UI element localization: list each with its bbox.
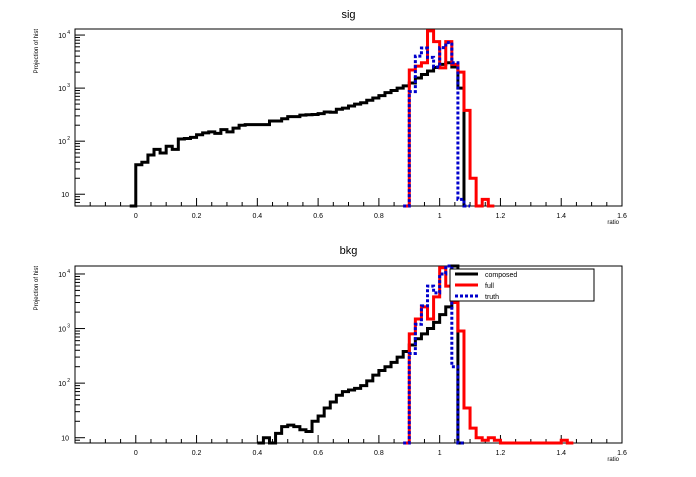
y-tick-label: 10: [58, 139, 66, 146]
x-tick-label: 1.6: [617, 450, 627, 457]
x-tick-label: 0: [134, 213, 138, 220]
y-axis-label: Projection of hist: [34, 29, 40, 74]
plot-frame: [74, 28, 623, 207]
y-tick-label: 10: [61, 436, 69, 443]
x-tick-label: 0: [134, 450, 138, 457]
series-truth-line: [403, 41, 471, 208]
y-axis-label: Projection of hist: [34, 266, 40, 311]
x-tick-label: 0.4: [252, 450, 262, 457]
x-tick-label: 0.4: [252, 213, 262, 220]
x-tick-label: 0.6: [313, 213, 323, 220]
y-tick-label: 10: [58, 272, 66, 279]
legend: composed full truth: [449, 268, 595, 302]
x-tick-label: 1.6: [617, 213, 627, 220]
y-tick-exponent: 2: [67, 136, 70, 142]
x-tick-label: 0.2: [192, 213, 202, 220]
legend-label-composed: composed: [485, 272, 517, 279]
x-tick-label: 0.2: [192, 450, 202, 457]
y-tick-label: 10: [61, 192, 69, 199]
y-tick-label: 10: [58, 327, 66, 334]
y-tick-label: 10: [58, 33, 66, 40]
chart-title: sig: [341, 9, 355, 21]
x-tick-label: 1: [438, 213, 442, 220]
series-truth-line: [403, 264, 464, 445]
x-tick-label: 1.4: [556, 213, 566, 220]
y-tick-exponent: 3: [67, 83, 70, 89]
y-tick-label: 10: [58, 86, 66, 93]
x-tick-label: 0.8: [374, 450, 384, 457]
series-composed-line: [257, 264, 464, 445]
x-tick-label: 1.2: [496, 213, 506, 220]
series-full-line: [403, 266, 574, 445]
legend-label-truth: truth: [485, 294, 499, 301]
y-tick-exponent: 4: [67, 269, 70, 275]
x-tick-label: 1: [438, 450, 442, 457]
y-tick-exponent: 3: [67, 324, 70, 330]
y-tick-label: 10: [58, 381, 66, 388]
x-axis-label: ratio: [607, 457, 619, 463]
chart-title: bkg: [340, 245, 358, 257]
series-full-line: [403, 29, 495, 208]
x-tick-label: 1.4: [556, 450, 566, 457]
legend-label-full: full: [485, 283, 494, 290]
x-tick-label: 0.8: [374, 213, 384, 220]
y-tick-exponent: 4: [67, 30, 70, 36]
y-tick-exponent: 2: [67, 378, 70, 384]
x-tick-label: 1.2: [496, 450, 506, 457]
x-tick-label: 0.6: [313, 450, 323, 457]
x-axis-label: ratio: [607, 220, 619, 226]
series-composed-line: [129, 61, 466, 208]
